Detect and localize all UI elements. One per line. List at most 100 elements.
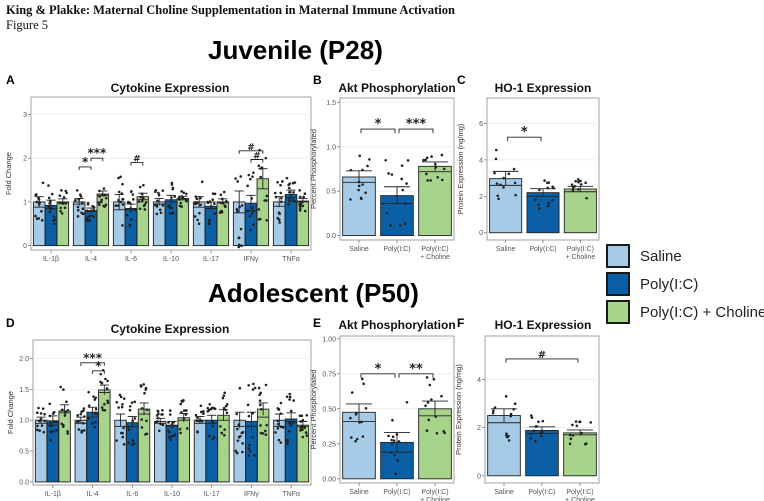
group-0-data-point <box>364 407 368 410</box>
group-1-data-point <box>538 188 541 192</box>
series-0-data-point <box>157 412 160 416</box>
series-0-data-point <box>79 412 83 416</box>
series-2-data-point <box>100 381 104 385</box>
series-2-data-point <box>185 427 189 430</box>
series-0-data-point <box>37 197 41 201</box>
group-2-data-point <box>434 166 438 169</box>
group-1-data-point <box>390 442 394 445</box>
series-2-data-point <box>66 430 69 433</box>
x-tick-label: IL-4 <box>87 491 99 498</box>
series-1-data-point <box>206 410 210 413</box>
series-0-data-point <box>77 428 81 431</box>
significance-bracket <box>398 128 434 134</box>
series-2-data-point <box>225 199 228 203</box>
group-0-data-point <box>354 439 357 443</box>
section-title-juvenile: Juvenile (P28) <box>208 35 383 65</box>
series-0-data-point <box>279 200 283 203</box>
series-0-data-point <box>121 197 125 201</box>
series-2-data-point <box>221 396 225 400</box>
series-1-data-point <box>130 401 134 404</box>
series-2-data-point <box>98 203 101 206</box>
chart-title: Cytokine Expression <box>111 322 230 336</box>
series-2-data-point <box>185 199 189 203</box>
series-2-data-point <box>220 431 224 435</box>
group-1-data-point <box>534 425 538 428</box>
x-tick-label: + Choline <box>565 497 595 501</box>
group-2-data-point <box>579 183 583 186</box>
group-2-data-point <box>426 401 430 404</box>
series-1-data-point <box>208 200 212 203</box>
x-tick-label: Saline <box>496 246 516 253</box>
series-2-data-point <box>303 426 307 430</box>
group-2-data-point <box>434 163 437 166</box>
x-tick-label: IL-17 <box>203 256 219 263</box>
group-2-data-point <box>425 156 429 160</box>
series-1-data-point <box>168 435 171 439</box>
group-2-data-point <box>428 383 432 387</box>
group-1-data-point <box>533 198 537 201</box>
x-tick-label: Poly(I:C) <box>421 246 448 253</box>
series-1-data-point <box>128 224 132 227</box>
series-0-data-point <box>159 211 163 215</box>
series-1-data-point <box>286 439 289 443</box>
series-1-data-point <box>85 216 89 220</box>
series-1-data-point <box>127 425 130 429</box>
series-1-data-point <box>288 199 291 203</box>
group-2-bar <box>418 165 452 237</box>
x-tick-label: Poly(I:C) <box>528 489 555 496</box>
series-2-data-point <box>99 372 102 376</box>
panel-label: E <box>313 316 321 330</box>
series-1-data-point <box>48 421 52 425</box>
y-tick-label: 0 <box>479 230 483 237</box>
series-0-data-point <box>279 412 283 415</box>
series-2-data-point <box>265 423 268 427</box>
series-0-data-point <box>121 224 124 227</box>
x-tick-label: TNFα <box>282 256 300 263</box>
group-2-data-point <box>574 420 578 423</box>
series-2-data-point <box>223 428 226 431</box>
significance-label: # <box>247 143 255 153</box>
legend-item-choline: Poly(I:C) + Choline <box>606 298 764 326</box>
series-2-data-point <box>298 203 301 206</box>
series-0-data-point <box>122 443 126 446</box>
series-1-data-point <box>253 454 256 457</box>
series-1-data-point <box>246 403 250 407</box>
series-2-data-point <box>184 409 188 412</box>
series-0-data-point <box>200 419 204 423</box>
series-2-data-point <box>66 432 69 435</box>
series-0-data-point <box>41 407 45 410</box>
series-2-data-point <box>223 434 226 437</box>
y-axis-label: Protein Expression (ng/mg) <box>454 364 463 455</box>
series-1-data-point <box>133 417 137 420</box>
group-0-data-point <box>499 183 502 187</box>
series-0-data-point <box>239 175 243 178</box>
series-1-data-point <box>131 419 134 423</box>
series-0-data-point <box>197 419 201 423</box>
series-2-data-point <box>62 388 65 391</box>
series-0-data-point <box>82 429 86 432</box>
series-2-data-point <box>61 425 65 428</box>
series-1-data-point <box>87 390 90 394</box>
group-1-data-point <box>401 188 405 192</box>
group-0-data-point <box>494 157 498 161</box>
group-0-data-point <box>357 180 361 184</box>
y-tick-label: 1.5 <box>326 100 336 107</box>
panel-label: B <box>313 73 322 87</box>
group-1-data-point <box>385 211 389 215</box>
series-0-data-point <box>82 407 86 410</box>
series-1-data-point <box>128 404 132 408</box>
group-1-data-point <box>541 419 545 423</box>
series-2-data-point <box>142 183 145 187</box>
group-0-data-point <box>513 181 517 185</box>
significance-bracket <box>505 358 579 363</box>
series-1-data-point <box>251 175 254 178</box>
series-0-data-point <box>274 195 278 199</box>
group-0-data-point <box>358 154 362 158</box>
series-2-data-point <box>103 409 107 412</box>
series-2-data-point <box>261 432 265 435</box>
series-0-data-point <box>76 214 80 218</box>
series-0-bar <box>32 201 46 247</box>
series-2-data-point <box>180 411 183 414</box>
series-0-data-point <box>158 429 161 433</box>
group-1-data-point <box>529 432 533 436</box>
